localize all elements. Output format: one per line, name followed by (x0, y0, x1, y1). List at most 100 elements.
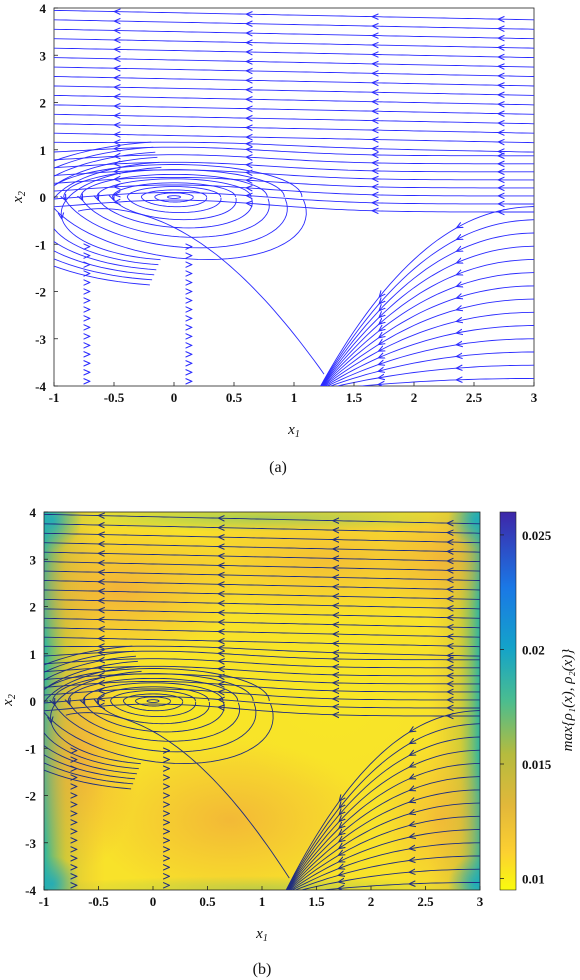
streamline (154, 192, 194, 203)
x-tick-label: 3 (477, 894, 484, 909)
y-tick-label: -4 (25, 883, 36, 898)
y-tick-label: 0 (40, 190, 47, 205)
streamline (54, 164, 307, 261)
streamline (288, 802, 480, 890)
streamline (285, 710, 480, 890)
ticks-b: -1 -0.5 0 0.5 1 1.5 2 2.5 3 -4 -3 -2 -1 0 1 2 3 4 (25, 505, 484, 909)
x-tick-label: 1 (259, 894, 266, 909)
x-tick-label: 2.5 (466, 390, 483, 405)
streamline (44, 668, 274, 765)
y-tick-label: 3 (30, 552, 37, 567)
streamline (135, 696, 171, 707)
streamline (166, 195, 182, 199)
y-tick-label: -3 (25, 836, 36, 851)
streamline (122, 693, 184, 712)
streamline (54, 151, 156, 276)
streamline (54, 146, 154, 281)
colorbar (499, 511, 517, 891)
streamline (329, 351, 534, 386)
streamline (44, 660, 138, 775)
x-tick-label: 2.5 (417, 894, 434, 909)
streamline (44, 636, 480, 648)
streamline (54, 141, 534, 153)
colorbar-tick-label: 0.025 (522, 528, 552, 543)
streamline (321, 272, 534, 386)
streamline (44, 589, 480, 600)
streamline (44, 655, 137, 780)
streamline (54, 47, 534, 59)
colorbar-tick-label: 0.01 (522, 872, 545, 887)
streamline (44, 665, 480, 677)
streamline (44, 688, 480, 701)
streamline (44, 608, 480, 619)
streamline (324, 325, 534, 386)
heat-blob (220, 590, 440, 790)
streamline (54, 199, 534, 213)
panel-b: -1 -0.5 0 0.5 1 1.5 2 2.5 3 -4 -3 -2 -1 0 1 2 3 4 x1 x2 (… (0, 505, 576, 978)
streamline (44, 627, 480, 638)
y-tick-label: 2 (40, 96, 47, 111)
panel-a: -1 -0.5 0 0.5 1 1.5 2 2.5 3 -4 -3 -2 -1 0 1 2 3 4 x1 x2 (… (10, 1, 538, 476)
streamline (320, 206, 534, 386)
x-tick-label: 2 (411, 390, 418, 405)
heatmap-blobs (44, 512, 480, 890)
streamline (44, 561, 480, 572)
streamline (54, 9, 534, 21)
y-tick-label: -3 (35, 332, 46, 347)
streamline (110, 690, 197, 718)
caption-a: (a) (269, 459, 287, 476)
streamline (44, 665, 140, 770)
streamline (54, 132, 534, 144)
streamline (54, 184, 534, 197)
x-tick-label: 0 (171, 390, 178, 405)
streamline (321, 285, 534, 386)
x-tick-label: 0.5 (226, 390, 243, 405)
streamline (357, 377, 534, 386)
streamline (54, 141, 152, 286)
streamline (140, 189, 208, 208)
y-tick-label: 3 (40, 48, 47, 63)
y-tick-label: 4 (30, 505, 37, 520)
y-tick-label: -1 (35, 237, 46, 252)
streamline (54, 161, 534, 173)
streamline (44, 645, 480, 657)
streamline (54, 123, 534, 134)
streamline (44, 680, 480, 693)
x-tick-label: 0.5 (199, 894, 216, 909)
streamline (285, 723, 480, 890)
streamline (286, 776, 480, 890)
ylabel-b: x2 (0, 694, 18, 707)
streamline (294, 855, 480, 890)
streamline (323, 311, 534, 386)
streamline (288, 815, 480, 890)
streamline (44, 598, 480, 610)
streamlines-b (37, 514, 480, 890)
y-tick-label: -2 (25, 789, 36, 804)
streamline (320, 245, 534, 386)
colorbar-ticks: 0.01 0.015 0.02 0.025 (500, 528, 552, 887)
x-tick-label: 3 (531, 390, 538, 405)
ylabel-a: x2 (10, 191, 28, 204)
streamline (286, 762, 480, 890)
heat-blob (44, 512, 480, 532)
streamline (54, 161, 160, 266)
x-tick-label: -0.5 (88, 894, 109, 909)
stream-arrow (37, 700, 38, 702)
streamlines-a (54, 9, 534, 386)
streamline (54, 76, 534, 87)
streamline (44, 542, 480, 553)
streamline (54, 146, 534, 157)
streamline (44, 617, 480, 629)
streamline (320, 232, 534, 386)
ticks-a: -1 -0.5 0 0.5 1 1.5 2 2.5 3 -4 -3 -2 -1 0 1 2 3 4 (35, 1, 538, 405)
streamline (54, 28, 534, 40)
x-tick-label: 2 (368, 894, 375, 909)
x-tick-label: -1 (39, 894, 50, 909)
heat-blob (44, 512, 82, 550)
plot-area-a (53, 7, 535, 387)
y-tick-label: 0 (30, 694, 37, 709)
x-tick-label: 1.5 (346, 390, 363, 405)
streamline (54, 176, 534, 189)
streamline (54, 38, 534, 49)
streamline (126, 186, 222, 214)
